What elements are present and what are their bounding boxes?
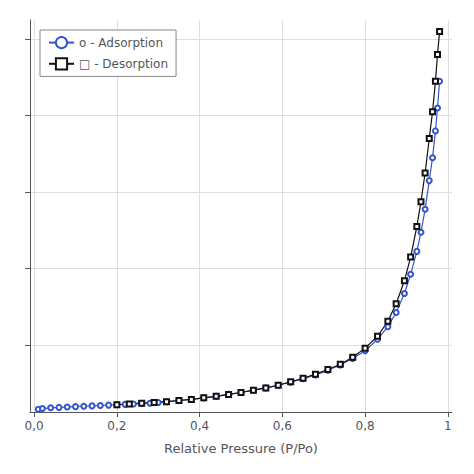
svg-text:Relative Pressure (P/Po): Relative Pressure (P/Po) [164,441,318,456]
svg-text:0,0: 0,0 [25,419,44,433]
svg-text:1: 1 [444,419,452,433]
svg-text:o - Adsorption: o - Adsorption [79,36,163,50]
svg-text:0,4: 0,4 [190,419,209,433]
svg-text:□ - Desorption: □ - Desorption [79,57,168,71]
svg-text:0,8: 0,8 [356,419,375,433]
svg-text:0,2: 0,2 [107,419,126,433]
svg-text:0,6: 0,6 [273,419,292,433]
